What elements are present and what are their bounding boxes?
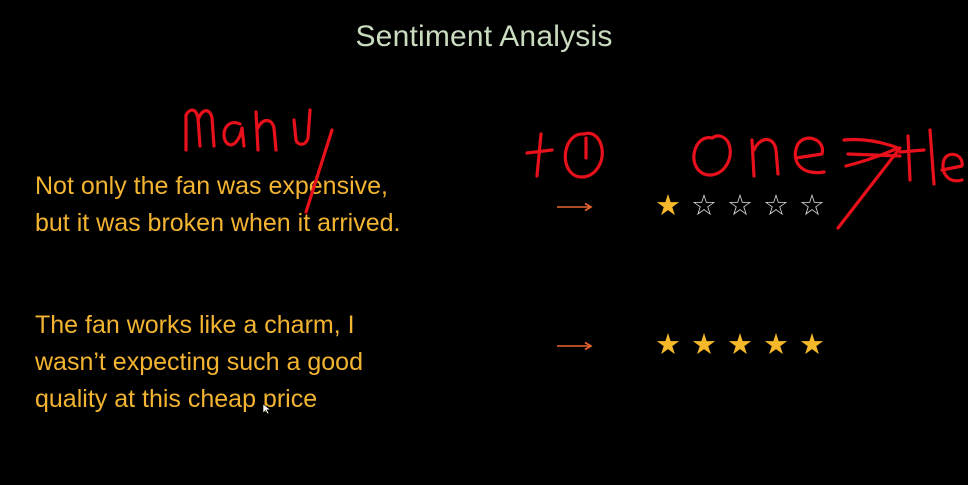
star-empty-icon: ☆ bbox=[727, 190, 753, 222]
handwriting-one bbox=[692, 134, 826, 178]
arrow-icon bbox=[557, 341, 593, 351]
review-1-line-2: but it was broken when it arrived. bbox=[35, 209, 401, 237]
review-2-line-2: wasn’t expecting such a good bbox=[35, 348, 363, 376]
review-1-line-1: Not only the fan was expensive, bbox=[35, 172, 388, 200]
review-2-line-3: quality at this cheap price bbox=[35, 385, 318, 413]
star-filled-icon: ★ bbox=[763, 329, 789, 361]
star-empty-icon: ☆ bbox=[691, 190, 717, 222]
slide-title: Sentiment Analysis bbox=[355, 20, 613, 53]
review-text-1: Not only the fan was expensive, but it w… bbox=[35, 168, 400, 242]
star-filled-icon: ★ bbox=[655, 190, 681, 222]
arrow-icon bbox=[557, 202, 593, 212]
rating-stars-2: ★ ★ ★ ★ ★ bbox=[651, 329, 829, 361]
review-text-2: The fan works like a charm, I wasn’t exp… bbox=[35, 307, 363, 418]
handwriting-tle: tle bbox=[898, 128, 964, 186]
review-2-line-1: The fan works like a charm, I bbox=[35, 311, 355, 339]
handwriting-to: to one bbox=[525, 131, 604, 179]
star-empty-icon: ☆ bbox=[799, 190, 825, 222]
handwriting-implies: ⇒ bbox=[836, 137, 902, 230]
star-filled-icon: ★ bbox=[691, 329, 717, 361]
star-filled-icon: ★ bbox=[655, 329, 681, 361]
star-filled-icon: ★ bbox=[727, 329, 753, 361]
mouse-cursor-icon bbox=[262, 403, 272, 415]
star-filled-icon: ★ bbox=[799, 329, 825, 361]
handwriting-many: Many bbox=[184, 108, 334, 214]
star-empty-icon: ☆ bbox=[763, 190, 789, 222]
rating-stars-1: ★ ☆ ☆ ☆ ☆ bbox=[651, 190, 829, 222]
